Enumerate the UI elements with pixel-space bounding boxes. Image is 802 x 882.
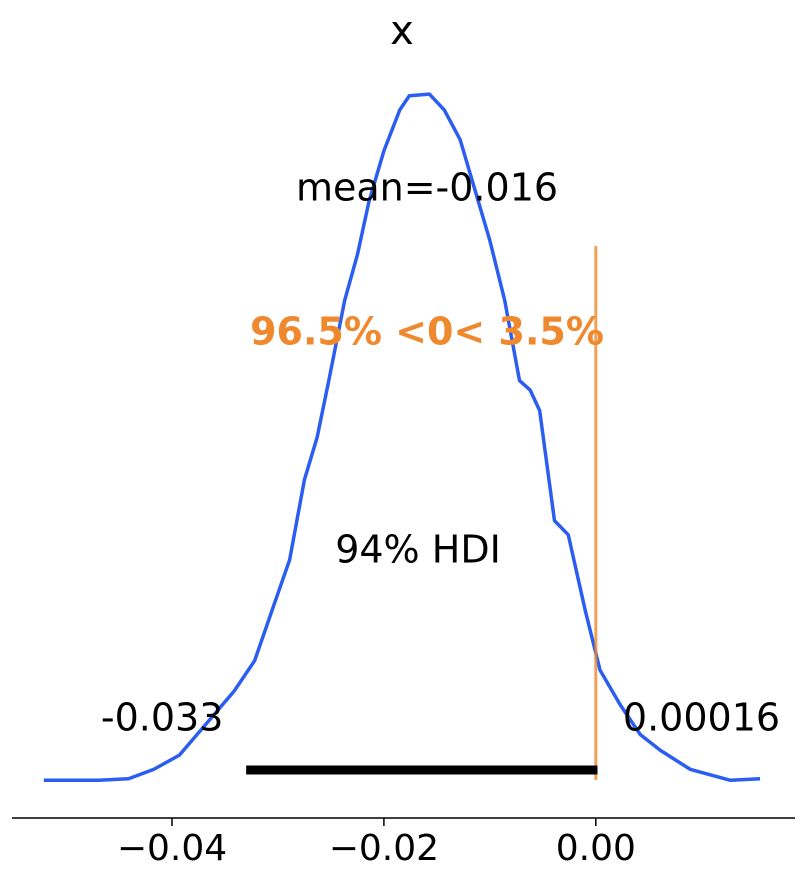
chart-title: x: [390, 8, 414, 54]
reference-label: 96.5% <0< 3.5%: [250, 310, 604, 354]
hdi-low-label: -0.033: [101, 696, 224, 740]
hdi-label: 94% HDI: [335, 528, 501, 572]
x-tick-label: −0.02: [329, 828, 439, 869]
mean-label: mean=-0.016: [296, 166, 558, 210]
density-line: [43, 92, 761, 783]
hdi-high-label: 0.00016: [623, 696, 780, 740]
x-tick-label: 0.00: [556, 828, 636, 869]
x-tick-label: −0.04: [117, 828, 227, 869]
